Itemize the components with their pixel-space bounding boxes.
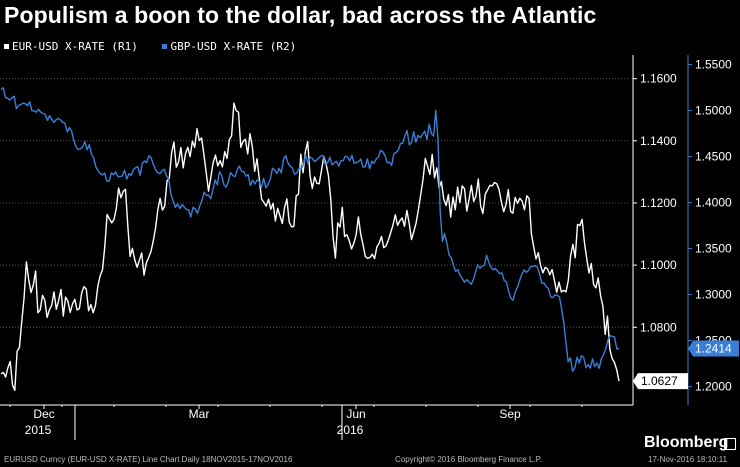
r2-tick-label: 1.3500 bbox=[695, 242, 732, 256]
r1-tick-label: 1.1000 bbox=[640, 258, 677, 272]
legend-item-gbp: GBP-USD X-RATE (R2) bbox=[162, 40, 296, 53]
chart-title: Populism a boon to the dollar, bad acros… bbox=[4, 2, 597, 28]
r1-tick-label: 1.1600 bbox=[640, 72, 677, 86]
eur-last-value-label: 1.0627 bbox=[641, 374, 678, 388]
footer-copyright: Copyright© 2016 Bloomberg Finance L.P. bbox=[395, 455, 543, 464]
x-tick-year-label: 2016 bbox=[337, 423, 364, 437]
r2-tick-label: 1.3000 bbox=[695, 288, 732, 302]
footer-timestamp: 17-Nov-2016 18:10:11 bbox=[648, 455, 728, 464]
r2-tick-label: 1.4500 bbox=[695, 150, 732, 164]
legend-swatch-gbp bbox=[162, 44, 168, 49]
x-tick-label: Sep bbox=[499, 407, 521, 421]
r1-tick-label: 1.0800 bbox=[640, 320, 677, 334]
gbp-last-value-marker bbox=[688, 340, 739, 357]
expand-icon[interactable] bbox=[724, 438, 736, 450]
x-tick-label: Mar bbox=[189, 407, 210, 421]
gbp-usd-line bbox=[0, 87, 620, 372]
legend-label-gbp: GBP-USD X-RATE (R2) bbox=[170, 40, 297, 53]
eur-usd-line bbox=[0, 102, 620, 392]
x-tick-label: Dec bbox=[33, 407, 54, 421]
r2-tick-label: 1.5000 bbox=[695, 104, 732, 118]
legend: EUR-USD X-RATE (R1) GBP-USD X-RATE (R2) bbox=[4, 39, 314, 53]
r1-tick-label: 1.1200 bbox=[640, 196, 677, 210]
r1-tick-label: 1.1400 bbox=[640, 134, 677, 148]
r2-tick-label: 1.4000 bbox=[695, 196, 732, 210]
gbp-last-value-label: 1.2414 bbox=[695, 342, 732, 356]
legend-label-eur: EUR-USD X-RATE (R1) bbox=[12, 40, 138, 53]
legend-item-eur: EUR-USD X-RATE (R1) bbox=[4, 40, 138, 53]
footer-source: EURUSD Curncy (EUR-USD X-RATE) Line Char… bbox=[4, 455, 293, 464]
r2-tick-label: 1.5500 bbox=[695, 58, 732, 72]
legend-swatch-eur bbox=[4, 44, 9, 49]
x-tick-year-label: 2015 bbox=[25, 423, 52, 437]
r2-tick-label: 1.2000 bbox=[695, 380, 732, 394]
bloomberg-logo: Bloomberg bbox=[644, 434, 729, 451]
x-tick-label: Jun bbox=[346, 407, 365, 421]
eur-last-value-marker bbox=[633, 373, 688, 390]
